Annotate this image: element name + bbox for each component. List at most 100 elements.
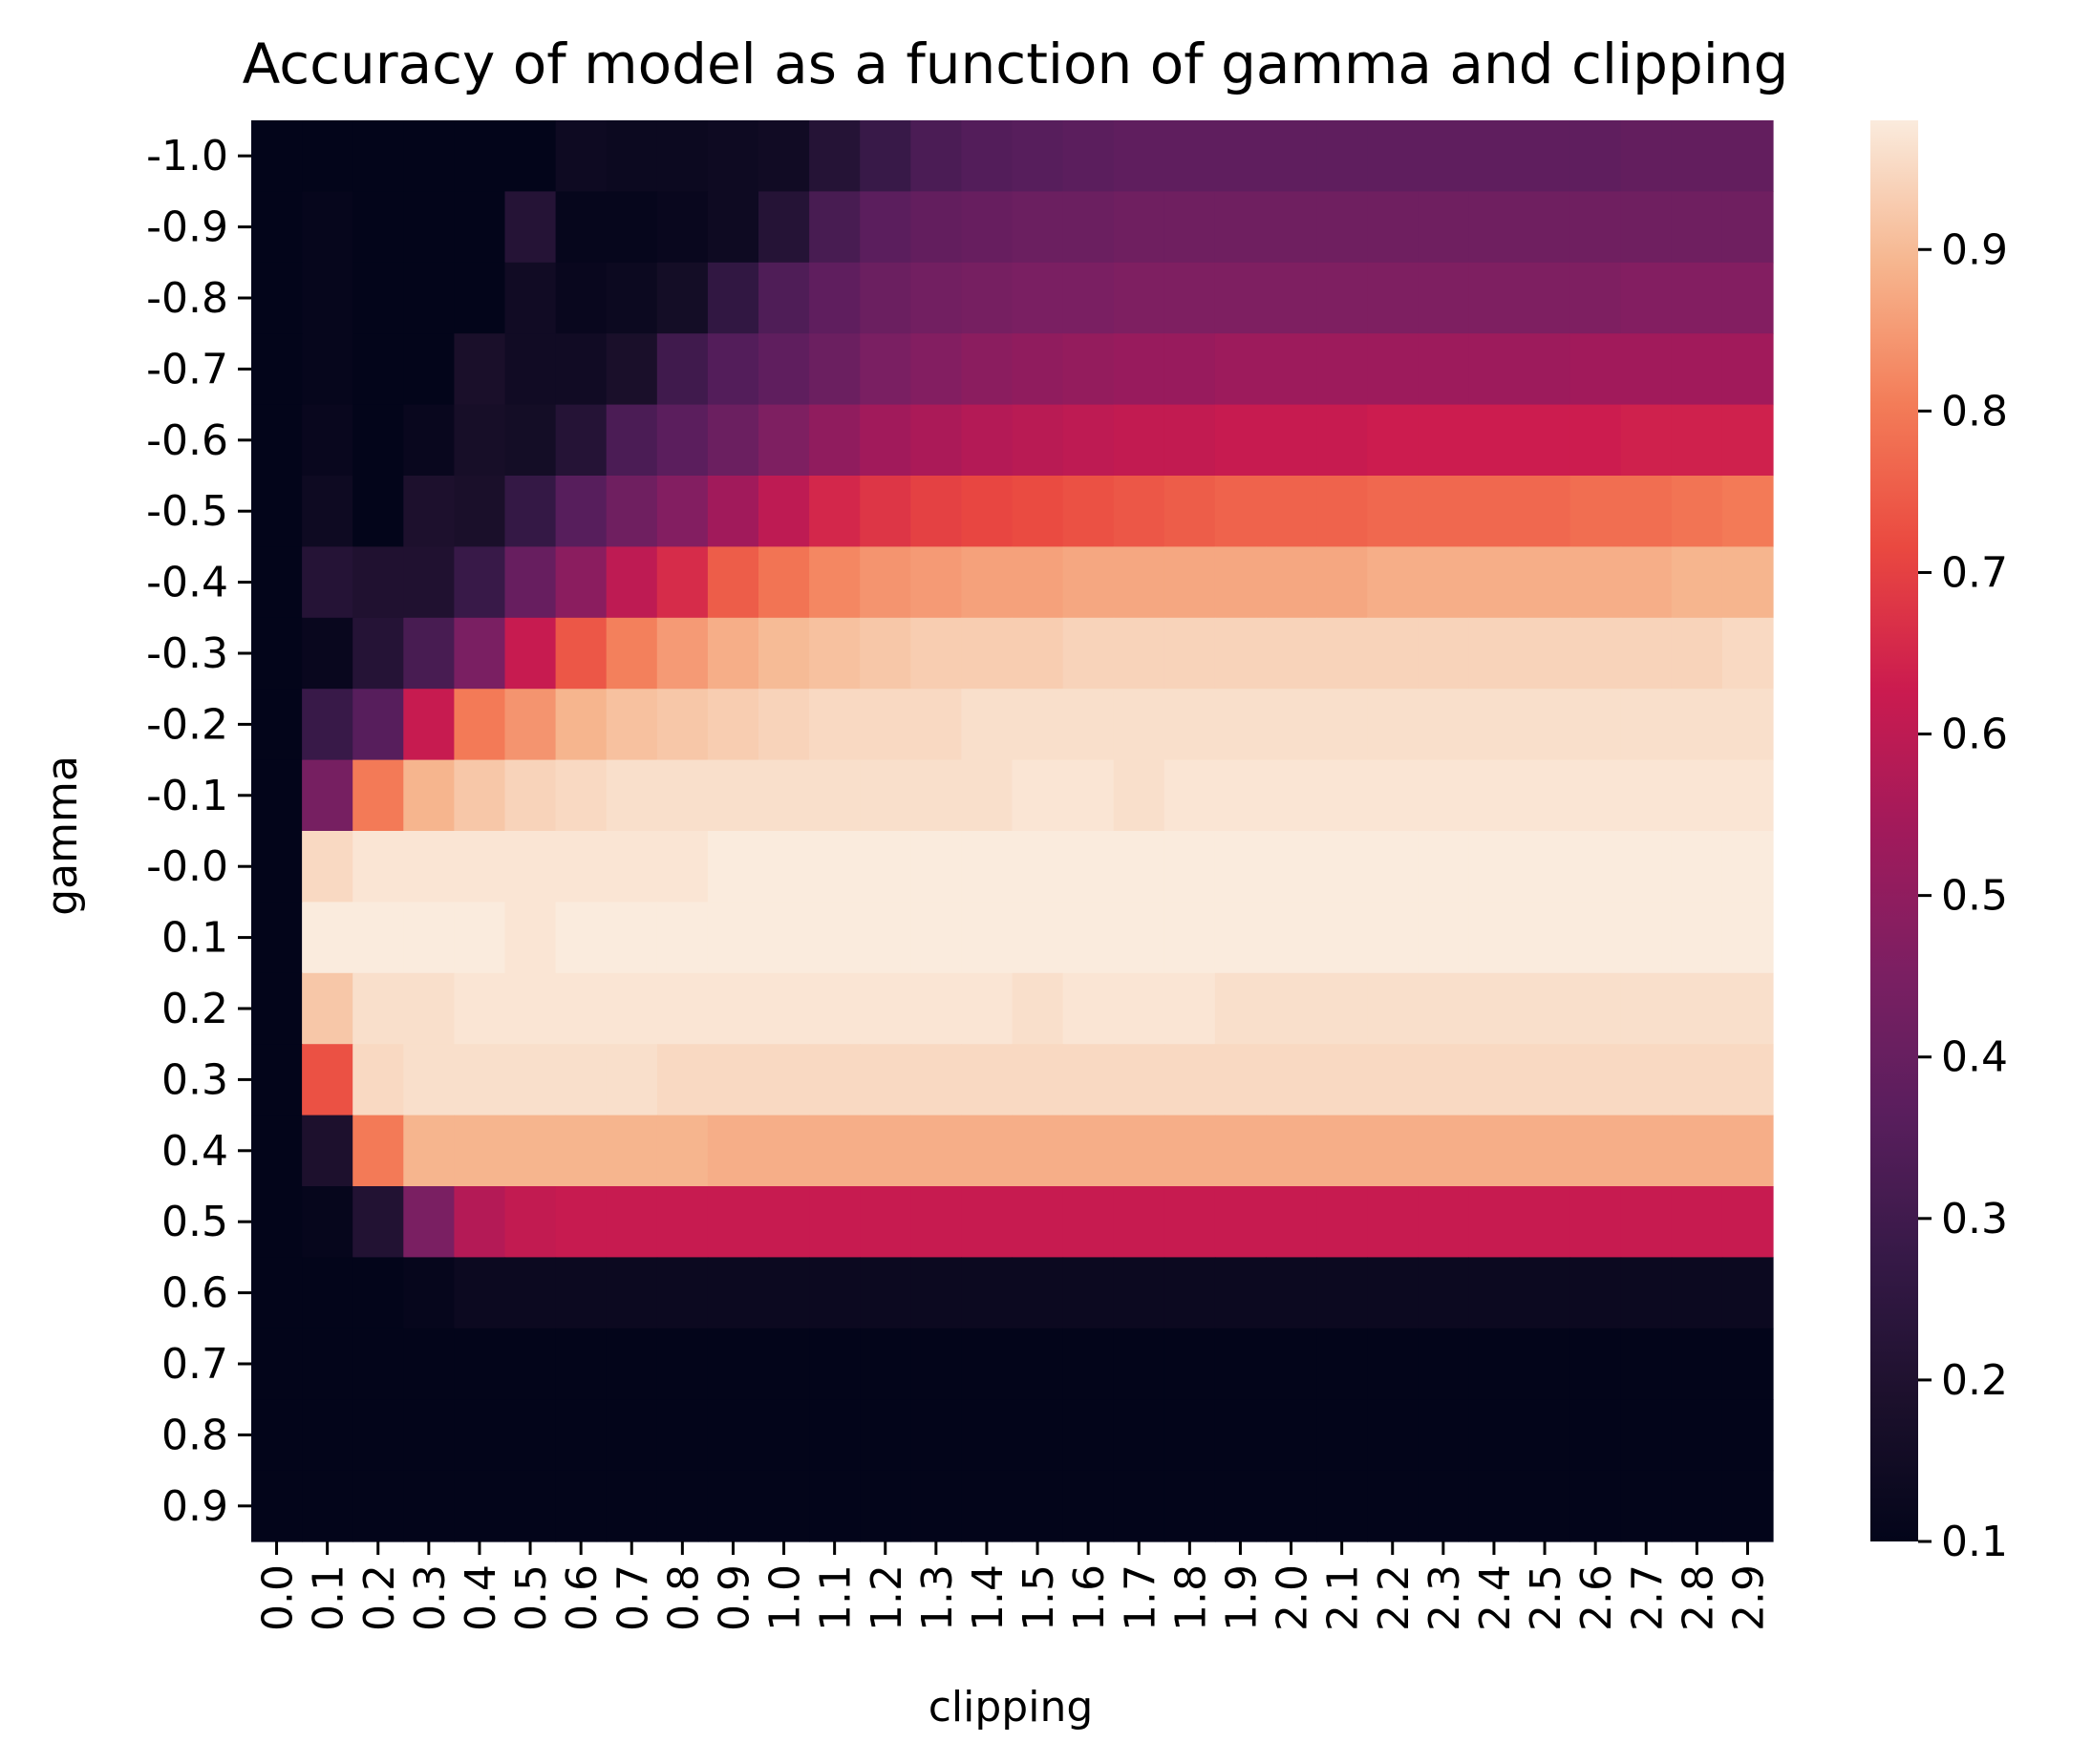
heatmap-cell: [1012, 333, 1064, 406]
heatmap-cell: [1569, 191, 1622, 264]
heatmap-cell: [1163, 191, 1216, 264]
heatmap-cell: [1367, 617, 1419, 690]
y-tick-label: -0.1: [146, 772, 228, 820]
x-tick-label: 0.0: [254, 1564, 303, 1631]
heatmap-cell: [1316, 689, 1368, 761]
heatmap-cell: [1062, 1328, 1115, 1400]
heatmap-cell: [1113, 902, 1165, 974]
heatmap-cell: [403, 262, 455, 334]
heatmap-cell: [1062, 1470, 1115, 1542]
heatmap-cell: [1468, 831, 1521, 903]
heatmap-cell: [1620, 972, 1673, 1045]
y-tick-label: -1.0: [146, 132, 228, 181]
heatmap-cell: [758, 831, 810, 903]
x-tick-label: 2.6: [1572, 1564, 1621, 1631]
heatmap-cell: [251, 1044, 303, 1116]
heatmap-cell: [1620, 1044, 1673, 1116]
heatmap-cell: [1214, 972, 1267, 1045]
heatmap-cell: [1671, 333, 1723, 406]
heatmap-cell: [1214, 1470, 1267, 1542]
heatmap-cell: [1620, 617, 1673, 690]
heatmap-cell: [1671, 1257, 1723, 1329]
heatmap-cell: [1569, 546, 1622, 619]
heatmap-cell: [1367, 404, 1419, 477]
heatmap-cell: [1519, 1470, 1571, 1542]
y-tick-label: 0.1: [161, 914, 228, 963]
heatmap-cell: [656, 476, 709, 547]
heatmap-cell: [961, 404, 1014, 477]
heatmap-cell: [1468, 333, 1521, 406]
heatmap-cell: [302, 1328, 353, 1400]
heatmap-cell: [1163, 689, 1216, 761]
heatmap-cell: [961, 546, 1014, 619]
x-tick-label: 1.3: [913, 1564, 962, 1631]
heatmap-cell: [606, 759, 658, 832]
heatmap-cell: [1671, 759, 1723, 832]
heatmap-cell: [1671, 1115, 1723, 1187]
heatmap-cell: [1620, 831, 1673, 903]
heatmap-cell: [251, 120, 303, 192]
heatmap-cell: [707, 759, 759, 832]
heatmap-cell: [1214, 1044, 1267, 1116]
heatmap-cell: [1671, 617, 1723, 690]
heatmap-cell: [1468, 476, 1521, 547]
heatmap-cell: [860, 333, 911, 406]
heatmap-cell: [809, 617, 861, 690]
heatmap-cell: [1113, 546, 1165, 619]
heatmap-cell: [910, 191, 962, 264]
heatmap-cell: [1569, 476, 1622, 547]
heatmap-cell: [1721, 1399, 1774, 1472]
heatmap-cell: [1721, 902, 1774, 974]
heatmap-cell: [1012, 1399, 1064, 1472]
heatmap-cell: [1671, 404, 1723, 477]
heatmap-cell: [403, 1257, 455, 1329]
x-tick-label: 2.9: [1724, 1564, 1773, 1631]
x-axis-label: clipping: [929, 1683, 1094, 1732]
heatmap-cell: [1367, 1115, 1419, 1187]
heatmap-cell: [656, 120, 709, 192]
heatmap-cell: [352, 1115, 404, 1187]
x-tick-label: 1.8: [1166, 1564, 1215, 1631]
heatmap-cell: [1012, 1257, 1064, 1329]
heatmap-cell: [555, 1257, 608, 1329]
heatmap-cell: [1266, 689, 1317, 761]
heatmap-cell: [961, 1044, 1014, 1116]
heatmap-cell: [251, 1399, 303, 1472]
heatmap-cell: [656, 1115, 709, 1187]
heatmap-cell: [1721, 333, 1774, 406]
heatmap-cell: [910, 689, 962, 761]
heatmap-cell: [1418, 831, 1469, 903]
heatmap-cell: [1468, 120, 1521, 192]
heatmap-cell: [1468, 1115, 1521, 1187]
heatmap-cell: [1062, 191, 1115, 264]
heatmap-cell: [1266, 120, 1317, 192]
heatmap-cell: [1012, 902, 1064, 974]
heatmap-cell: [1569, 404, 1622, 477]
heatmap-cell: [961, 262, 1014, 334]
heatmap-cell: [707, 120, 759, 192]
heatmap-cell: [809, 191, 861, 264]
heatmap-cell: [606, 262, 658, 334]
heatmap-cell: [251, 831, 303, 903]
heatmap-cell: [1113, 404, 1165, 477]
heatmap-cell: [809, 120, 861, 192]
heatmap-cell: [809, 902, 861, 974]
heatmap-cell: [656, 1399, 709, 1472]
heatmap-cell: [1418, 1470, 1469, 1542]
heatmap-cell: [1519, 191, 1571, 264]
heatmap-cell: [758, 1399, 810, 1472]
x-tick-label: 0.7: [608, 1564, 657, 1631]
heatmap-cell: [961, 1328, 1014, 1400]
heatmap-cell: [1316, 333, 1368, 406]
heatmap-cell: [1062, 902, 1115, 974]
heatmap-cell: [1519, 1257, 1571, 1329]
heatmap-cell: [302, 333, 353, 406]
heatmap-cell: [1569, 831, 1622, 903]
x-axis: 0.0 0.1 0.2 0.3 0.4 0.5 0.6 0.7 0.8 0.9 1.0 1.1 1.2 1…: [254, 1541, 1773, 1631]
heatmap-cell: [910, 1470, 962, 1542]
heatmap-cell: [1569, 1399, 1622, 1472]
x-tick-label: 0.8: [659, 1564, 708, 1631]
heatmap-cell: [1062, 476, 1115, 547]
heatmap-cell: [860, 902, 911, 974]
heatmap-cell: [860, 476, 911, 547]
